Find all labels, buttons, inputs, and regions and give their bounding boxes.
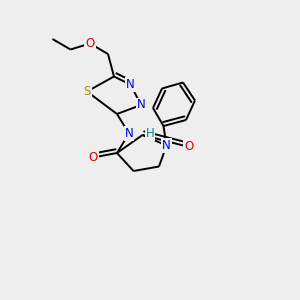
- Text: O: O: [88, 151, 98, 164]
- Text: N: N: [126, 78, 135, 91]
- Text: N: N: [124, 127, 134, 140]
- Text: H: H: [146, 127, 154, 140]
- Text: N: N: [136, 98, 146, 112]
- Text: O: O: [184, 140, 194, 154]
- Text: N: N: [162, 139, 171, 152]
- Text: S: S: [83, 85, 91, 98]
- Text: O: O: [85, 37, 94, 50]
